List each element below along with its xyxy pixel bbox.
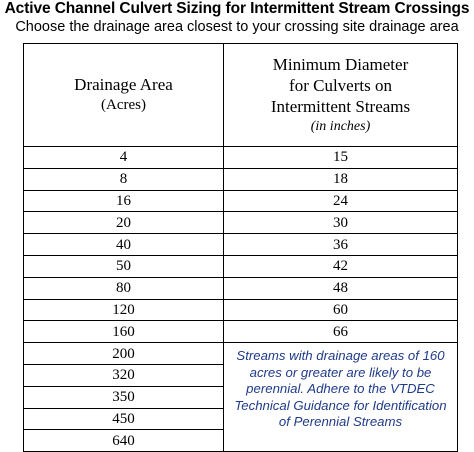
- diameter-cell: 48: [223, 276, 458, 300]
- diameter-cell: 30: [223, 211, 458, 235]
- drainage-area-cell: 350: [23, 385, 224, 409]
- drainage-area-cell: 40: [23, 233, 224, 256]
- drainage-area-header-label: Drainage Area: [74, 75, 173, 94]
- diameter-cell: 60: [223, 298, 458, 322]
- table-row: 40 36: [23, 233, 458, 256]
- drainage-area-header-units: (Acres): [101, 97, 146, 113]
- minimum-diameter-header: Minimum Diameter for Culverts on Intermi…: [223, 43, 458, 147]
- page-title: Active Channel Culvert Sizing for Interm…: [4, 0, 470, 17]
- table-row: 120 60: [23, 298, 458, 322]
- diameter-cell: 15: [223, 146, 458, 169]
- diameter-cell: 66: [223, 320, 458, 344]
- diameter-cell: 42: [223, 254, 458, 278]
- drainage-area-cell: 16: [23, 189, 224, 213]
- table-row: 20 30: [23, 211, 458, 235]
- drainage-area-cell: 640: [23, 429, 224, 452]
- table-row: 200 Streams with drainage areas of 160 a…: [23, 342, 458, 452]
- page-subtitle: Choose the drainage area closest to your…: [15, 19, 459, 35]
- drainage-area-cell: 160: [23, 320, 224, 344]
- diameter-cell: 24: [223, 189, 458, 213]
- drainage-area-cell: 4: [23, 146, 224, 169]
- drainage-area-cell: 120: [23, 298, 224, 322]
- drainage-area-cell: 50: [23, 254, 224, 278]
- table-row: 80 48: [23, 276, 458, 300]
- drainage-area-cell: 8: [23, 167, 224, 191]
- drainage-area-cell: 320: [23, 363, 224, 387]
- culvert-sizing-table: Drainage Area (Acres) Minimum Diameter f…: [23, 43, 458, 452]
- table-row: 4 15: [23, 146, 458, 169]
- table-header-row: Drainage Area (Acres) Minimum Diameter f…: [23, 43, 458, 147]
- drainage-area-cell: 200: [23, 342, 224, 365]
- perennial-stream-note: Streams with drainage areas of 160 acres…: [223, 342, 458, 452]
- table-row: 16 24: [23, 189, 458, 213]
- table-row: 8 18: [23, 167, 458, 191]
- drainage-area-cell: 450: [23, 407, 224, 431]
- minimum-diameter-header-line2: for Culverts on: [289, 75, 392, 95]
- minimum-diameter-header-units: (in inches): [310, 118, 371, 134]
- drainage-area-cell: 20: [23, 211, 224, 235]
- table-row: 50 42: [23, 254, 458, 278]
- minimum-diameter-header-line1: Minimum Diameter: [272, 54, 409, 74]
- diameter-cell: 18: [223, 167, 458, 191]
- diameter-cell: 36: [223, 233, 458, 256]
- table-row: 160 66: [23, 320, 458, 344]
- minimum-diameter-header-line3: Intermittent Streams: [270, 96, 411, 116]
- drainage-area-header: Drainage Area (Acres): [23, 43, 224, 147]
- drainage-area-cell: 80: [23, 276, 224, 300]
